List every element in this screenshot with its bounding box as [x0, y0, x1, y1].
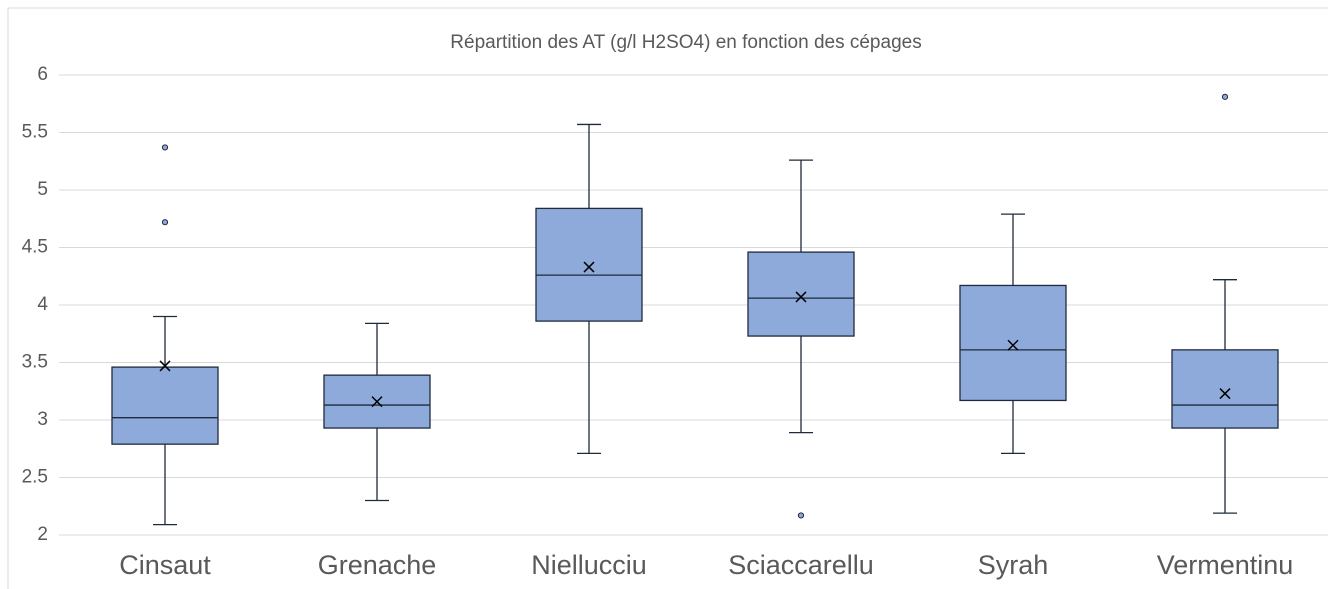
y-tick-label: 2.5 [22, 467, 48, 488]
y-tick-label: 2 [37, 524, 48, 545]
whisker-upper [577, 123, 601, 209]
whisker-lower [789, 336, 813, 434]
whisker-upper [365, 322, 389, 376]
outlier [797, 512, 805, 519]
whisker-lower [365, 428, 389, 502]
x-tick-label: Vermentinu [1157, 550, 1294, 580]
chart-title: Répartition des AT (g/l H2SO4) en foncti… [450, 32, 921, 53]
x-tick-label: Syrah [978, 550, 1049, 580]
box [111, 366, 219, 445]
chart-border [7, 7, 1328, 589]
whisker-upper [1213, 279, 1237, 350]
mean-marker [371, 396, 383, 408]
y-tick-label: 6 [37, 64, 48, 85]
whisker-lower [1213, 428, 1237, 514]
y-tick-label: 3.5 [22, 352, 48, 373]
mean-marker [583, 261, 595, 273]
whisker-lower [577, 321, 601, 454]
whisker-upper [789, 159, 813, 253]
y-tick-label: 5 [37, 179, 48, 200]
x-tick-label: Niellucciu [531, 550, 647, 580]
whisker-lower [153, 444, 177, 526]
box [747, 251, 855, 337]
y-tick-label: 5.5 [22, 122, 48, 143]
y-tick-label: 4.5 [22, 237, 48, 258]
x-tick-label: Cinsaut [119, 550, 211, 580]
box [535, 207, 643, 322]
x-tick-label: Sciaccarellu [728, 550, 874, 580]
y-tick-label: 4 [37, 294, 48, 315]
outlier [161, 144, 169, 151]
mean-marker [1219, 388, 1231, 400]
whisker-lower [1001, 400, 1025, 454]
mean-marker [159, 360, 171, 372]
box [1171, 349, 1279, 429]
outlier [1221, 93, 1229, 100]
mean-marker [795, 291, 807, 303]
box [959, 284, 1067, 402]
outlier [161, 219, 169, 226]
x-tick-label: Grenache [318, 550, 437, 580]
y-tick-label: 3 [37, 409, 48, 430]
mean-marker [1007, 339, 1019, 351]
whisker-upper [1001, 213, 1025, 286]
whisker-upper [153, 315, 177, 368]
